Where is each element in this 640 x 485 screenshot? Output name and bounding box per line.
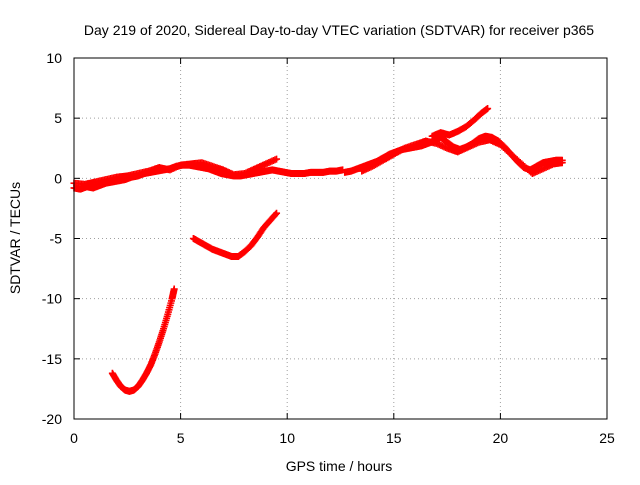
chart-title: Day 219 of 2020, Sidereal Day-to-day VTE… (84, 22, 594, 38)
data-point (484, 105, 492, 113)
y-tick-label: -10 (42, 291, 62, 307)
y-tick-label: 10 (46, 50, 62, 66)
series-segment-4 (189, 209, 281, 261)
series-segment-5 (341, 132, 566, 176)
grid (74, 58, 607, 419)
series-segment-7 (428, 105, 492, 140)
series-segment-6 (358, 136, 566, 178)
y-tick-label: 5 (54, 110, 62, 126)
axis-ticks: 0 5 10 15 20 25 -20 -15 -10 -5 0 5 10 (42, 50, 615, 446)
x-tick-label: 25 (599, 430, 615, 446)
x-tick-label: 5 (177, 430, 185, 446)
data-point (273, 209, 281, 217)
data-point (272, 210, 280, 218)
x-axis-label: GPS time / hours (286, 458, 393, 474)
data-points (70, 105, 566, 395)
x-tick-label: 15 (386, 430, 402, 446)
y-tick-label: -5 (50, 231, 63, 247)
series-segment-3 (108, 285, 178, 395)
y-tick-label: -20 (42, 411, 62, 427)
data-point (170, 285, 178, 293)
y-axis-label: SDTVAR / TECUs (7, 182, 23, 294)
x-tick-label: 10 (279, 430, 295, 446)
y-tick-label: -15 (42, 351, 62, 367)
data-point (273, 155, 281, 163)
y-tick-label: 0 (54, 170, 62, 186)
series-segment-2 (70, 155, 281, 188)
x-tick-label: 0 (70, 430, 78, 446)
x-tick-label: 20 (493, 430, 509, 446)
data-point (558, 159, 566, 167)
